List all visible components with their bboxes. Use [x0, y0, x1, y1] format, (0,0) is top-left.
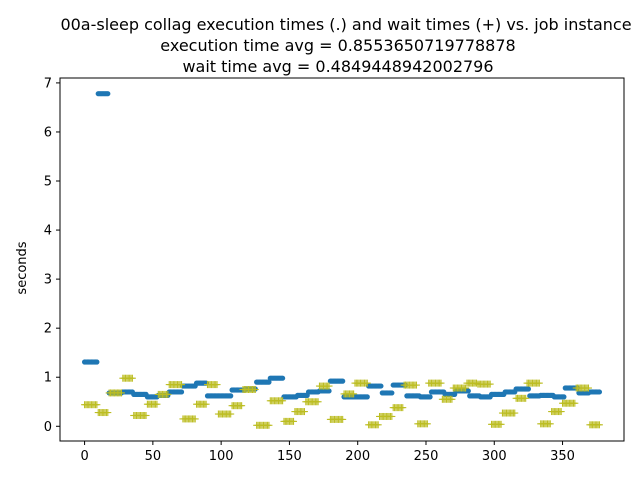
wait-time-point	[314, 398, 322, 406]
x-tick-label: 250	[414, 449, 439, 464]
y-tick-label: 7	[44, 76, 52, 91]
wait-time-point	[486, 380, 494, 388]
wait-time-point	[238, 402, 246, 410]
x-tick-label: 50	[145, 449, 162, 464]
y-tick-label: 1	[44, 371, 52, 386]
plot-frame	[59, 77, 625, 442]
execution-time-point	[389, 390, 395, 396]
wait-time-point	[93, 401, 101, 409]
wait-time-point	[300, 408, 308, 416]
execution-time-point	[105, 91, 111, 97]
y-tick-label: 4	[44, 224, 52, 239]
wait-time-point	[128, 374, 136, 382]
wait-time-point	[462, 384, 470, 392]
y-tick-label: 0	[44, 420, 52, 435]
wait-time-point	[213, 381, 221, 389]
chart-title-line-3: wait time avg = 0.4849448942002796	[182, 57, 493, 76]
wait-time-point	[437, 379, 445, 387]
wait-time-point	[363, 379, 371, 387]
wait-time-point	[497, 420, 505, 428]
x-axis: 0 50 100 150 200 250 300 350	[80, 441, 575, 464]
wait-time-point	[511, 409, 519, 417]
wait-time-point	[279, 397, 287, 405]
wait-time-point	[546, 420, 554, 428]
execution-time-point	[596, 389, 603, 395]
wait-time-point	[388, 412, 396, 420]
wait-time-point	[117, 389, 125, 397]
x-tick-label: 300	[482, 449, 507, 464]
wait-time-point	[412, 381, 420, 389]
execution-time-point	[266, 379, 272, 385]
y-tick-label: 5	[44, 175, 52, 190]
y-axis: 0 1 2 3 4 5 6 7	[44, 76, 60, 435]
wait-time-point	[399, 404, 407, 412]
wait-time-point	[584, 384, 592, 392]
execution-time-point	[561, 394, 567, 400]
wait-time-point	[142, 411, 150, 419]
wait-time-point	[227, 410, 235, 418]
wait-time-point	[290, 417, 298, 425]
x-tick-label: 150	[277, 449, 302, 464]
wait-time-point	[595, 421, 603, 429]
y-axis-label: seconds	[15, 241, 30, 294]
execution-time-point	[228, 393, 234, 399]
wait-time-point	[251, 385, 259, 393]
y-tick-label: 2	[44, 322, 52, 337]
wait-time-point	[265, 421, 273, 429]
x-tick-label: 0	[80, 449, 88, 464]
x-tick-label: 200	[345, 449, 370, 464]
chart-title-line-2: execution time avg = 0.8553650719778878	[160, 36, 515, 55]
x-tick-label: 350	[550, 449, 575, 464]
wait-time-point	[191, 415, 199, 423]
wait-time-point	[153, 400, 161, 408]
y-tick-label: 3	[44, 273, 52, 288]
execution-time-point	[326, 388, 332, 394]
execution-time-point	[280, 375, 286, 381]
x-tick-label: 100	[209, 449, 234, 464]
execution-time-point	[178, 389, 185, 395]
execution-time-point	[465, 388, 471, 394]
wait-time-point	[178, 381, 186, 389]
wait-time-point	[374, 421, 382, 429]
execution-time-point	[427, 394, 433, 400]
execution-time-point	[364, 394, 370, 400]
wait-time-point	[164, 390, 172, 398]
plot-area	[81, 91, 603, 429]
execution-time-point	[340, 378, 346, 384]
wait-time-point	[104, 409, 112, 417]
chart-title-line-1: 00a-sleep collag execution times (.) and…	[60, 15, 631, 34]
y-tick-label: 6	[44, 125, 52, 140]
wait-time-point	[350, 390, 358, 398]
wait-time-point	[202, 400, 210, 408]
wait-time-point	[571, 399, 579, 407]
execution-time-point	[94, 359, 100, 365]
wait-time-point	[535, 379, 543, 387]
wait-time-point	[557, 408, 565, 416]
wait-time-point	[325, 382, 333, 390]
execution-time-point	[378, 383, 384, 389]
wait-time-point	[448, 395, 456, 403]
wait-time-point	[423, 420, 431, 428]
execution-time-point	[525, 386, 532, 392]
wait-time-point	[522, 394, 530, 402]
wait-time-point	[339, 415, 347, 423]
